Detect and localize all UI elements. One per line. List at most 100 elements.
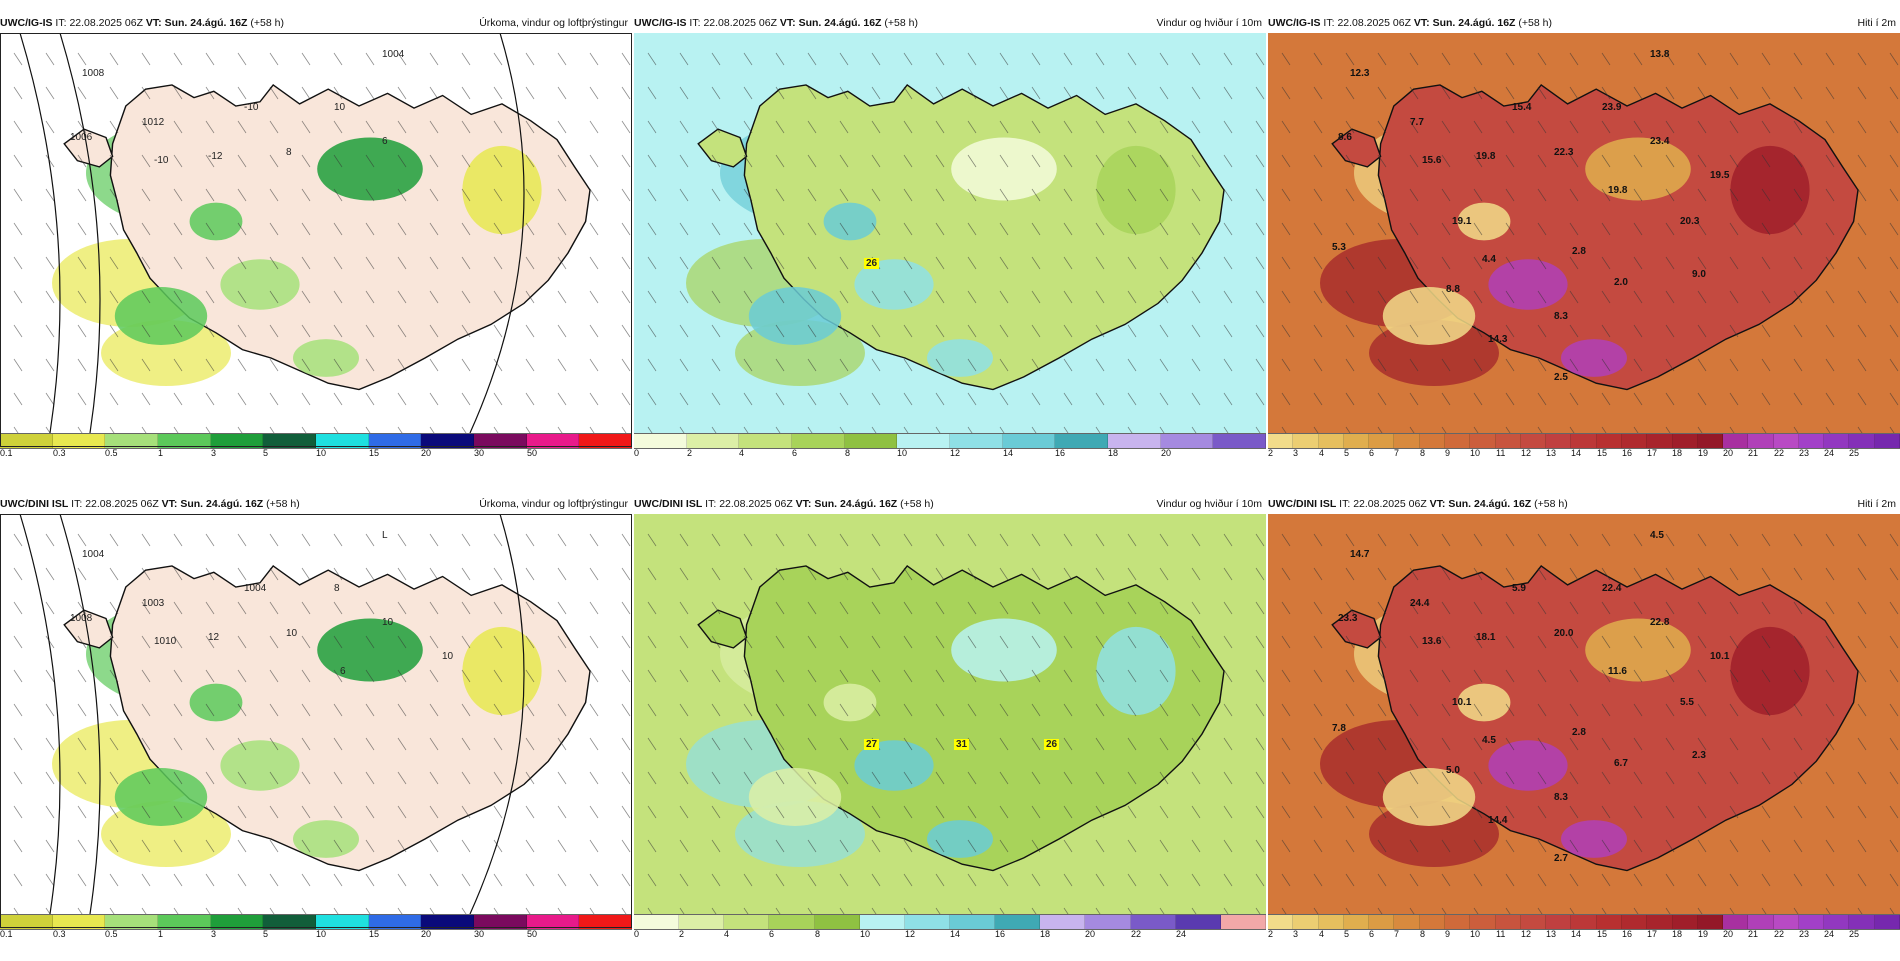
wind-barb [1191,358,1201,372]
map-area[interactable]: 27 31 26 [634,514,1266,914]
map-value-label: 10 [286,628,298,639]
wind-barb [1345,324,1355,338]
scale-tick-label: 4 [1319,448,1325,458]
wind-barb [999,771,1009,785]
wind-barb [493,154,503,168]
wind-barb [1345,188,1355,202]
wind-barb [807,635,817,649]
map-value-label: 8 [334,583,340,594]
color-swatch [1419,915,1445,929]
wind-barb [589,256,599,270]
wind-barb [647,426,653,433]
wind-barb [461,324,471,338]
wind-barb [903,601,913,615]
wind-barb [1031,188,1041,202]
wind-barb [1255,567,1265,581]
field-region [823,202,877,241]
wind-barb [1377,601,1387,615]
wind-barb [1761,324,1771,338]
wind-barb [77,222,87,236]
wind-barb [1255,805,1265,819]
map-area[interactable]: 1004 1008 1006 1012 -10 -10 -12 8 10 6 [0,33,632,433]
wind-barb [1063,601,1073,615]
map-area[interactable]: 26 [634,33,1266,433]
wind-barb [1191,669,1201,683]
wind-barb [775,290,785,304]
wind-barb [237,567,247,581]
map-area[interactable]: L 1004 1008 1003 1004 1010 12 10 8 10 10 6 [0,514,632,914]
wind-barb [173,324,183,338]
it-label: IT: [1323,17,1335,29]
scale-tick-label: 20 [421,448,432,458]
wind-barb [1665,256,1675,270]
wind-barb [1825,703,1835,717]
wind-barb [397,358,407,372]
wind-barb [205,669,215,683]
wind-barb [871,533,881,547]
wind-barb [397,222,407,236]
map-area[interactable]: 4.5 14.7 23.3 24.4 5.9 13.6 18.1 20.0 22.4 22.8 10… [1268,514,1900,914]
wind-barb [1537,839,1547,853]
wind-barb [589,358,599,372]
map-value-label: -10 [244,102,259,113]
map-value-label: 24.4 [1410,598,1430,609]
vt-label: VT: [1429,498,1446,510]
wind-barb [1601,907,1607,914]
wind-barb [493,703,503,717]
wind-barb [1857,907,1863,914]
wind-barb [1665,154,1675,168]
wind-barb [493,533,503,547]
wind-barb [1761,154,1771,168]
color-swatch [1798,434,1825,448]
color-swatch [210,434,264,448]
color-swatch [844,434,898,448]
wind-barb [999,154,1009,168]
wind-barb [1159,86,1169,100]
wind-barb [871,290,881,304]
wind-barb [525,154,535,168]
wind-barb [333,358,343,372]
map-value-label: 5.9 [1512,583,1526,594]
wind-barb [1825,839,1835,853]
wind-barb [1377,669,1387,683]
wind-barb [871,601,881,615]
wind-barb [493,86,503,100]
wind-barb [1889,601,1899,615]
wind-barb [1825,392,1835,406]
wind-barb [205,188,215,202]
wind-barb [1313,703,1323,717]
wind-barb [775,567,785,581]
wind-barb [1761,426,1767,433]
wind-barb [1889,188,1899,202]
map-canvas [634,33,1266,433]
wind-barb [173,290,183,304]
wind-barb [1031,256,1041,270]
wind-barb [557,52,567,66]
scale-tick-label: 15 [369,929,380,939]
wind-barb [301,222,311,236]
wind-barb [13,392,23,406]
wind-barb [557,805,567,819]
wind-barb [1601,290,1611,304]
wind-barb [1345,154,1355,168]
wind-barb [461,358,471,372]
wind-barb [871,392,881,406]
wind-barb [621,222,631,236]
wind-barb [45,873,55,887]
wind-barb [839,290,849,304]
it-label: IT: [55,17,67,29]
scale-tick-label: 12 [950,448,961,458]
wind-barb [1889,86,1899,100]
map-area[interactable]: 13.8 12.3 8.6 7.7 15.4 15.6 19.8 22.3 23.9 23.4 19… [1268,33,1900,433]
wind-barb [1281,907,1287,914]
wind-barb [1441,86,1451,100]
wind-barb [301,290,311,304]
wind-barb [1665,392,1675,406]
color-swatch [421,434,475,448]
wind-barb [935,601,945,615]
color-swatch [949,915,996,929]
wind-barb [1761,805,1771,819]
color-swatch [158,915,211,929]
wind-barb [935,805,945,819]
wind-barb [557,737,567,751]
